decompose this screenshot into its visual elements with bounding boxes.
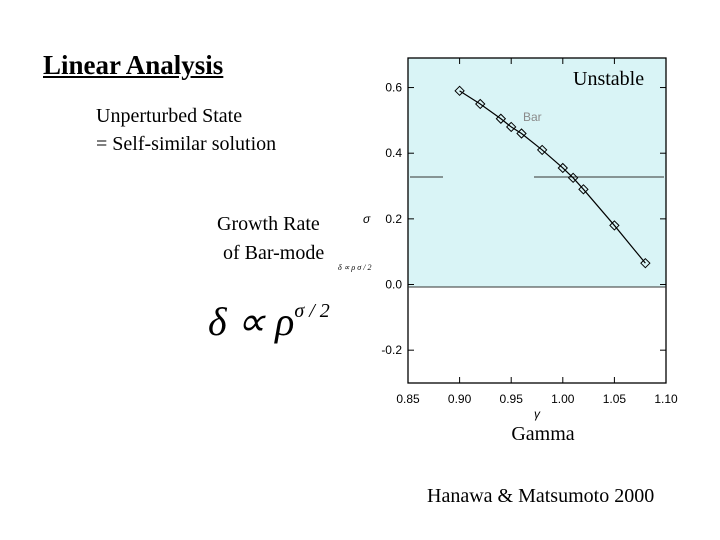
y-tick-label: 0.6 xyxy=(385,81,402,95)
data-point xyxy=(536,144,548,156)
axis-ticks: 0.85 0.90 0.95 1.00 1.05 1.10 -0.2 0.0 0.2 0.4 0.6 xyxy=(381,58,678,406)
data-point xyxy=(505,121,517,133)
y-tick-label: 0.2 xyxy=(385,212,402,226)
x-tick-label: 1.10 xyxy=(654,392,678,406)
series-layer xyxy=(454,85,651,269)
y-axis-label: σ xyxy=(363,212,371,226)
growth-line-2: of Bar-mode xyxy=(223,242,325,264)
unstable-label: Unstable xyxy=(573,68,644,90)
growth-line-1: Growth Rate xyxy=(217,213,320,235)
citation: Hanawa & Matsumoto 2000 xyxy=(427,485,655,507)
y-tick-label: 0.4 xyxy=(385,146,402,160)
x-tick-label: 1.05 xyxy=(603,392,627,406)
growth-formula: δ ∝ ρσ / 2 xyxy=(208,298,330,345)
x-tick-label: 0.90 xyxy=(448,392,472,406)
x-tick-label: 1.00 xyxy=(551,392,575,406)
unstable-region xyxy=(408,58,666,287)
data-point xyxy=(640,257,651,269)
slide-title: Linear Analysis xyxy=(43,50,224,80)
y-tick-label: -0.2 xyxy=(381,343,402,357)
data-point xyxy=(454,85,465,97)
x-tick-label: 0.85 xyxy=(396,392,420,406)
data-point xyxy=(609,220,620,231)
tiny-formula: δ ∝ ρ σ / 2 xyxy=(338,263,372,272)
series-line xyxy=(459,90,646,264)
unperturbed-state-text: Unperturbed State = Self-similar solutio… xyxy=(96,102,276,158)
y-tick-label: 0.0 xyxy=(385,278,402,292)
x-axis-label: γ xyxy=(534,407,541,421)
formula-base: δ ∝ ρ xyxy=(208,299,295,344)
data-point xyxy=(516,128,527,139)
data-point xyxy=(567,172,579,184)
formula-exponent: σ / 2 xyxy=(294,299,330,322)
state-line-2: = Self-similar solution xyxy=(96,133,277,155)
x-tick-label: 0.95 xyxy=(500,392,524,406)
growth-rate-text: Growth Rate of Bar-mode xyxy=(217,210,324,268)
data-point xyxy=(557,162,569,174)
data-point xyxy=(578,184,589,195)
x-axis-caption: Gamma xyxy=(511,423,574,445)
data-point xyxy=(475,98,486,110)
data-point xyxy=(495,113,507,124)
series-label-bar: Bar xyxy=(523,110,542,124)
plot-frame xyxy=(407,57,667,384)
state-line-1: Unperturbed State xyxy=(96,105,243,127)
